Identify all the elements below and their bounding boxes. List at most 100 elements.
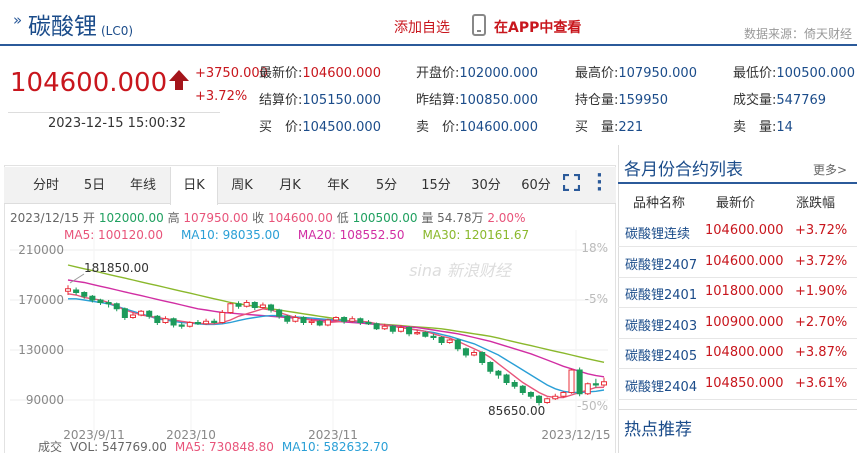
contract-price: 104800.000: [705, 345, 784, 360]
ma5-line: [67, 293, 605, 399]
view-in-app-link[interactable]: 在APP中查看: [494, 20, 582, 36]
contract-price: 104850.000: [705, 375, 784, 391]
up-arrow-icon: [169, 70, 189, 90]
quote-field-label: 最低价:: [733, 66, 777, 81]
quote-field-label: 结算价:: [259, 93, 303, 108]
watermark: sina 新浪财经: [409, 261, 513, 280]
y-tick-label: 210000: [18, 243, 64, 257]
candle-body: [146, 310, 153, 317]
low-annotation: 85650.00: [488, 404, 545, 418]
chevron-icon: »: [13, 11, 23, 29]
candle-body: [406, 327, 413, 335]
annotation-pointer: [69, 273, 85, 284]
contract-row[interactable]: 碳酸锂连续 104600.000 +3.72%: [618, 216, 857, 247]
candle-body: [235, 303, 242, 307]
quote-field-label: 最高价:: [575, 66, 619, 81]
quote-time: 2023-12-15 15:00:32: [48, 116, 187, 131]
last-price: 104600.000: [10, 68, 168, 98]
candle-body: [365, 322, 372, 325]
tab-2[interactable]: 年线: [129, 178, 156, 193]
divider: [618, 182, 857, 184]
candle-body: [219, 312, 226, 323]
col-header-price: 最新价: [716, 196, 756, 211]
contract-row[interactable]: 碳酸锂2403 100900.000 +2.70%: [618, 308, 857, 339]
y-tick-label: 90000: [26, 393, 64, 407]
quote-field-value: 221: [618, 120, 644, 135]
candle-body: [422, 332, 429, 337]
price-change-pct: +3.72%: [195, 89, 248, 104]
col-header-name: 品种名称: [633, 196, 686, 211]
quote-field-label: 持仓量:: [575, 93, 619, 108]
quote-field-value: 100500.000: [776, 66, 855, 81]
candle-body: [89, 295, 96, 301]
candle-body: [560, 392, 567, 397]
contract-list-title: 各月份合约列表: [624, 160, 743, 180]
more-menu-icon[interactable]: · · ·: [596, 165, 603, 200]
candle-body: [211, 320, 218, 323]
tab-5[interactable]: 月K: [279, 178, 301, 193]
contract-row[interactable]: 碳酸锂2405 104800.000 +3.87%: [618, 338, 857, 369]
contract-price: 101800.000: [705, 284, 784, 299]
candle-body: [381, 325, 388, 330]
tab-8[interactable]: 15分: [421, 178, 451, 193]
quote-field: 昨结算:100850.000: [416, 89, 538, 108]
x-tick-label: 2023/12/15: [541, 428, 610, 442]
candle-body: [97, 299, 104, 303]
contract-pct: +3.72%: [795, 223, 848, 238]
tab-10[interactable]: 60分: [521, 178, 551, 193]
candle-body: [373, 323, 380, 330]
candle-body: [544, 398, 551, 403]
volume-legend-item: 成交: [38, 439, 62, 453]
candle-body: [430, 335, 437, 338]
contract-pct: +3.61%: [795, 375, 848, 391]
contract-name: 碳酸锂2404: [625, 379, 698, 395]
candle-body: [511, 382, 518, 387]
kline-chart[interactable]: 210000 170000 130000 90000 18% -5% -50% 2023/9/…: [0, 200, 618, 453]
quote-field-value: 547769: [776, 93, 827, 108]
tab-1[interactable]: 5日: [83, 178, 106, 193]
data-source: 数据来源：倚天财经: [744, 27, 853, 41]
fullscreen-icon[interactable]: [563, 174, 580, 191]
volume-legend: 成交 VOL: 547769.00 MA5: 730848.80 MA10: 5826…: [38, 439, 388, 453]
candle-body: [324, 319, 331, 326]
candle-body: [121, 308, 128, 318]
phone-icon[interactable]: [472, 14, 486, 36]
tab-9[interactable]: 30分: [471, 178, 501, 193]
page-title: 碳酸锂: [28, 14, 97, 40]
contract-row[interactable]: 碳酸锂2407 104600.000 +3.72%: [618, 247, 857, 278]
x-tick-label: 2023/9/11: [63, 428, 125, 442]
quote-field-value: 105150.000: [302, 93, 381, 108]
contract-price: 100900.000: [705, 314, 784, 330]
candle-body: [592, 383, 599, 386]
candle-body: [64, 288, 72, 292]
contract-name: 碳酸锂2405: [625, 349, 698, 364]
contract-code: (LC0): [101, 24, 134, 38]
quote-field: 卖 价:104600.000: [416, 116, 538, 135]
candle-body: [186, 322, 193, 327]
tab-3[interactable]: 日K: [170, 167, 218, 205]
more-link[interactable]: 更多>: [813, 163, 848, 177]
contract-row[interactable]: 碳酸锂2404 104850.000 +3.61%: [618, 369, 857, 400]
quote-field-value: 104600.000: [459, 120, 538, 135]
candle-body: [276, 309, 283, 317]
candle-body: [527, 392, 534, 397]
tab-7[interactable]: 5分: [375, 178, 398, 193]
candle-body: [454, 339, 461, 350]
y-tick-right-label: 18%: [581, 241, 608, 255]
candle-body: [438, 337, 445, 343]
price-change: +3750.000: [195, 66, 268, 81]
candle-body: [600, 381, 608, 386]
tab-4[interactable]: 周K: [231, 178, 253, 193]
candle-body: [536, 395, 543, 403]
tab-6[interactable]: 年K: [327, 178, 349, 193]
add-favorite-link[interactable]: 添加自选: [394, 20, 450, 36]
quote-field-label: 卖 量:: [733, 120, 777, 135]
quote-field-value: 104500.000: [302, 120, 381, 135]
contract-row[interactable]: 碳酸锂2401 101800.000 +1.90%: [618, 277, 857, 308]
y-tick-label: 170000: [18, 293, 64, 307]
candle-body: [284, 315, 291, 322]
candle-body: [552, 395, 559, 400]
period-tab-bar: [4, 167, 616, 204]
quote-field: 开盘价:102000.000: [416, 62, 538, 81]
tab-0[interactable]: 分时: [32, 178, 59, 193]
